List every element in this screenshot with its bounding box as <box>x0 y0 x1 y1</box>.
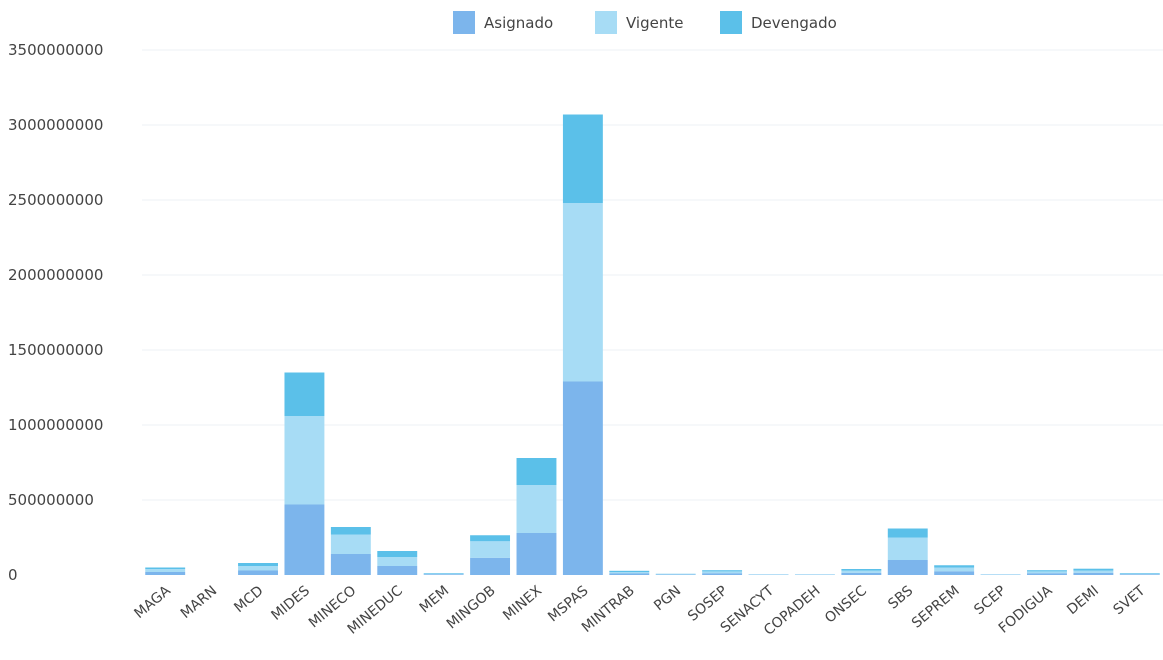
y-tick-label: 3000000000 <box>8 116 103 134</box>
bar-devengado-fodigua <box>1027 570 1067 572</box>
bar-vigente-svet <box>1119 573 1160 575</box>
bar-vigente-sbs <box>887 537 928 560</box>
bar-asignado-mspas <box>562 381 603 575</box>
bar-vigente-mineco <box>330 534 371 554</box>
legend-label-devengado[interactable]: Devengado <box>751 14 837 32</box>
bar-vigente-mineduc <box>377 557 418 566</box>
bar-devengado-seprem <box>934 565 975 568</box>
bar-asignado-maga <box>145 572 186 575</box>
bar-asignado-mineco <box>330 554 371 575</box>
x-tick-label: SEPREM <box>909 583 963 632</box>
bar-devengado-mineco <box>330 527 371 535</box>
x-tick-label: SCEP <box>971 583 1009 618</box>
bar-vigente-mspas <box>562 203 603 382</box>
bar-vigente-mintrab <box>609 572 650 574</box>
bar-devengado-demi <box>1073 568 1114 571</box>
x-tick-label: MEM <box>417 583 453 616</box>
bar-devengado-minex <box>516 458 557 485</box>
bar-asignado-seprem <box>934 571 975 575</box>
legend: Asignado Vigente Devengado <box>453 11 837 34</box>
bar-asignado-mineduc <box>377 566 418 575</box>
bar-devengado-mintrab <box>609 570 650 572</box>
bar-vigente-mcd <box>238 566 278 571</box>
bar-asignado-fodigua <box>1027 573 1067 575</box>
legend-swatch-asignado <box>453 11 475 34</box>
legend-swatch-devengado <box>720 11 742 34</box>
x-tick-label: MINGOB <box>444 583 499 633</box>
y-axis: 0 500000000 1000000000 1500000000 2000000000… <box>8 41 103 584</box>
bar-vigente-mem <box>423 573 464 575</box>
legend-label-vigente[interactable]: Vigente <box>626 14 683 32</box>
y-tick-label: 2000000000 <box>8 266 103 284</box>
bar-devengado-maga <box>145 567 186 569</box>
bar-devengado-sbs <box>887 528 928 538</box>
x-tick-label: SBS <box>885 583 916 613</box>
bar-devengado-mides <box>284 372 325 416</box>
bars <box>145 114 1160 575</box>
bar-devengado-mingob <box>470 535 511 542</box>
y-tick-label: 1000000000 <box>8 416 103 434</box>
bar-vigente-mingob <box>470 541 511 558</box>
bar-vigente-mides <box>284 416 325 505</box>
bar-asignado-minex <box>516 533 557 575</box>
bar-asignado-mem <box>423 574 464 575</box>
bar-devengado-mspas <box>562 114 603 203</box>
x-tick-label: MINEX <box>500 583 545 625</box>
bar-asignado-mingob <box>470 557 511 575</box>
y-tick-label: 3500000000 <box>8 41 103 59</box>
bar-vigente-minex <box>516 485 557 533</box>
x-tick-label: MAGA <box>131 583 174 622</box>
x-tick-label: MCD <box>231 583 266 616</box>
bar-vigente-demi <box>1073 570 1114 573</box>
bar-devengado-mineduc <box>377 551 418 557</box>
bar-devengado-onsec <box>841 569 882 571</box>
bar-asignado-svet <box>1119 574 1160 575</box>
bar-asignado-sbs <box>887 560 928 575</box>
bar-asignado-onsec <box>841 572 882 575</box>
x-tick-label: ONSEC <box>822 583 870 627</box>
bar-vigente-onsec <box>841 570 882 573</box>
x-tick-label: MARN <box>178 583 220 622</box>
y-tick-label: 500000000 <box>8 491 94 509</box>
bar-devengado-sosep <box>702 570 743 572</box>
legend-swatch-vigente <box>595 11 617 34</box>
y-tick-label: 1500000000 <box>8 341 103 359</box>
bar-asignado-mides <box>284 504 325 575</box>
bar-vigente-fodigua <box>1027 571 1067 574</box>
bar-asignado-mintrab <box>609 573 650 575</box>
bar-vigente-seprem <box>934 567 975 572</box>
bar-asignado-demi <box>1073 572 1114 575</box>
y-tick-label: 2500000000 <box>8 191 103 209</box>
legend-label-asignado[interactable]: Asignado <box>484 14 553 32</box>
bar-asignado-mcd <box>238 570 278 575</box>
x-tick-label: DEMI <box>1064 583 1102 618</box>
bar-vigente-maga <box>145 569 186 572</box>
bar-devengado-mcd <box>238 563 278 566</box>
bar-vigente-sosep <box>702 571 743 574</box>
x-tick-label: SVET <box>1111 583 1149 619</box>
y-tick-label: 0 <box>8 566 18 584</box>
x-tick-label: PGN <box>651 583 684 614</box>
bar-asignado-sosep <box>702 573 743 575</box>
